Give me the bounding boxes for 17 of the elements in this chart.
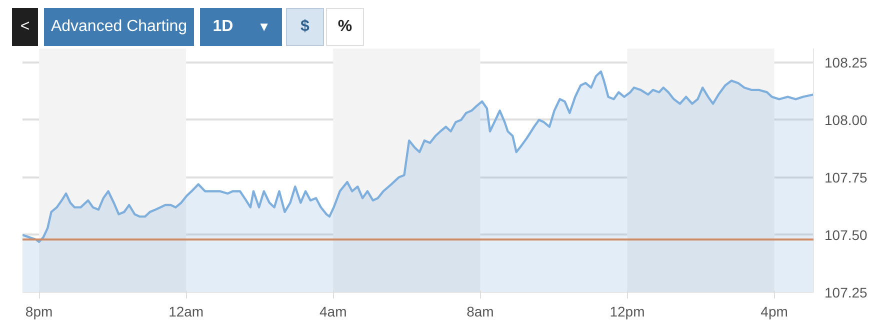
x-tick-label: 12am (168, 304, 204, 320)
x-tick-label: 4pm (760, 304, 788, 320)
x-tick-label: 8am (466, 304, 494, 320)
text: < (12, 8, 38, 46)
x-tick-label: 8pm (25, 304, 53, 320)
y-tick-label: 107.50 (824, 226, 868, 243)
y-tick-label: 108.00 (824, 112, 868, 128)
y-tick-label: 107.25 (824, 284, 868, 300)
x-tick-label: 12pm (610, 304, 645, 320)
text: % (326, 8, 364, 46)
y-tick-label: 108.25 (824, 54, 868, 70)
text: $ (286, 8, 324, 46)
text: Advanced Charting (44, 8, 194, 46)
x-tick-label: 4am (320, 304, 347, 320)
y-tick-label: 107.75 (824, 169, 868, 186)
text: 1D (200, 8, 246, 46)
text: ▼ (246, 8, 282, 46)
